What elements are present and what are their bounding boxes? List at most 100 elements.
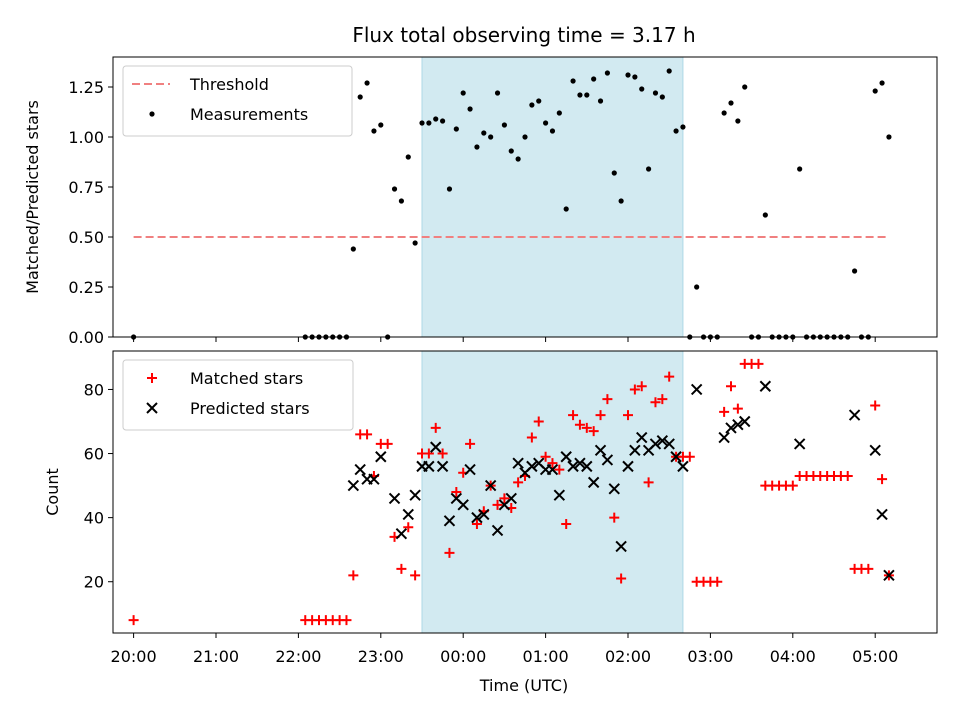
data-point: [759, 380, 772, 392]
data-point: [663, 438, 675, 450]
data-point: [632, 74, 638, 80]
data-point: [584, 92, 590, 98]
data-point: [677, 460, 689, 473]
data-point: [656, 435, 669, 447]
data-point: [471, 511, 483, 524]
data-point: [636, 431, 648, 444]
data-point: [378, 122, 384, 128]
data-point: [869, 444, 881, 457]
x-tick-label: 21:00: [193, 647, 239, 666]
data-point: [650, 397, 661, 408]
data-point: [430, 422, 441, 433]
data-point: [639, 86, 645, 92]
data-point: [491, 524, 504, 537]
data-point: [629, 444, 641, 457]
data-point: [595, 410, 606, 421]
data-point: [546, 463, 559, 476]
data-point: [597, 98, 604, 104]
data-point: [451, 487, 462, 497]
data-point: [505, 492, 517, 505]
data-point: [494, 90, 501, 96]
data-point: [488, 134, 494, 140]
data-point: [739, 415, 751, 428]
data-point: [412, 240, 418, 246]
data-point: [601, 454, 614, 466]
x-tick-label: 03:00: [687, 647, 733, 666]
data-point: [636, 381, 647, 392]
y-tick-label: 1.25: [68, 78, 104, 97]
data-point: [581, 460, 593, 473]
data-point: [375, 451, 387, 463]
data-point: [553, 489, 566, 501]
x-axis-label: Time (UTC): [479, 676, 568, 695]
data-point: [128, 615, 139, 626]
data-point: [570, 78, 576, 84]
data-point: [742, 84, 748, 90]
data-point: [609, 512, 620, 523]
y-tick-label: 1.00: [68, 128, 104, 147]
data-point: [471, 519, 482, 530]
data-point: [680, 124, 686, 130]
data-point: [508, 148, 514, 154]
legend-label: Matched stars: [190, 369, 303, 388]
data-point: [659, 94, 665, 100]
data-point: [443, 515, 456, 527]
legend-box: [122, 359, 354, 431]
data-point: [848, 409, 861, 421]
data-point: [474, 144, 480, 150]
data-point: [787, 480, 798, 491]
data-point: [501, 122, 507, 128]
data-point: [436, 460, 449, 473]
data-point: [512, 457, 524, 469]
y-tick-label: 60: [84, 445, 104, 464]
data-point: [762, 212, 768, 218]
data-point: [348, 570, 359, 581]
data-point: [587, 476, 600, 489]
data-point: [725, 422, 737, 434]
data-point: [625, 72, 631, 78]
data-point: [664, 371, 675, 382]
data-point: [484, 479, 497, 492]
series-predicted-stars: [347, 380, 895, 582]
x-tick-label: 02:00: [605, 647, 651, 666]
data-point: [622, 460, 634, 473]
x-tick-label: 04:00: [770, 647, 816, 666]
data-point: [426, 120, 432, 126]
data-point: [350, 246, 356, 252]
data-point: [652, 90, 659, 96]
data-point: [753, 358, 764, 369]
data-point: [347, 479, 360, 492]
data-point: [396, 563, 407, 574]
data-point: [618, 198, 624, 204]
data-point: [594, 444, 607, 457]
data-point: [863, 563, 874, 574]
axes-frame: [112, 350, 938, 634]
data-point: [549, 128, 556, 134]
data-point: [581, 422, 592, 433]
data-point: [409, 489, 421, 501]
data-point: [513, 477, 524, 488]
legend-label: Threshold: [189, 75, 269, 94]
y-tick-label: 40: [84, 509, 104, 528]
data-point: [718, 431, 730, 444]
y-axis-label: Count: [43, 468, 62, 516]
data-point: [876, 508, 888, 521]
legend: Matched stars Predicted stars: [122, 359, 354, 431]
data-point: [649, 438, 662, 450]
data-point: [341, 615, 352, 626]
data-point: [870, 400, 881, 411]
data-point: [533, 416, 544, 427]
data-point: [616, 573, 627, 584]
data-point: [574, 457, 586, 469]
data-point: [872, 88, 878, 94]
y-axis-label: Matched/Predicted stars: [23, 100, 42, 294]
data-point: [643, 477, 654, 488]
data-point: [457, 499, 469, 511]
data-point: [444, 547, 455, 558]
data-point: [690, 383, 703, 396]
data-point: [793, 438, 806, 450]
data-point: [657, 394, 668, 405]
data-point: [446, 186, 453, 192]
data-point: [623, 410, 633, 421]
data-point: [726, 381, 736, 392]
